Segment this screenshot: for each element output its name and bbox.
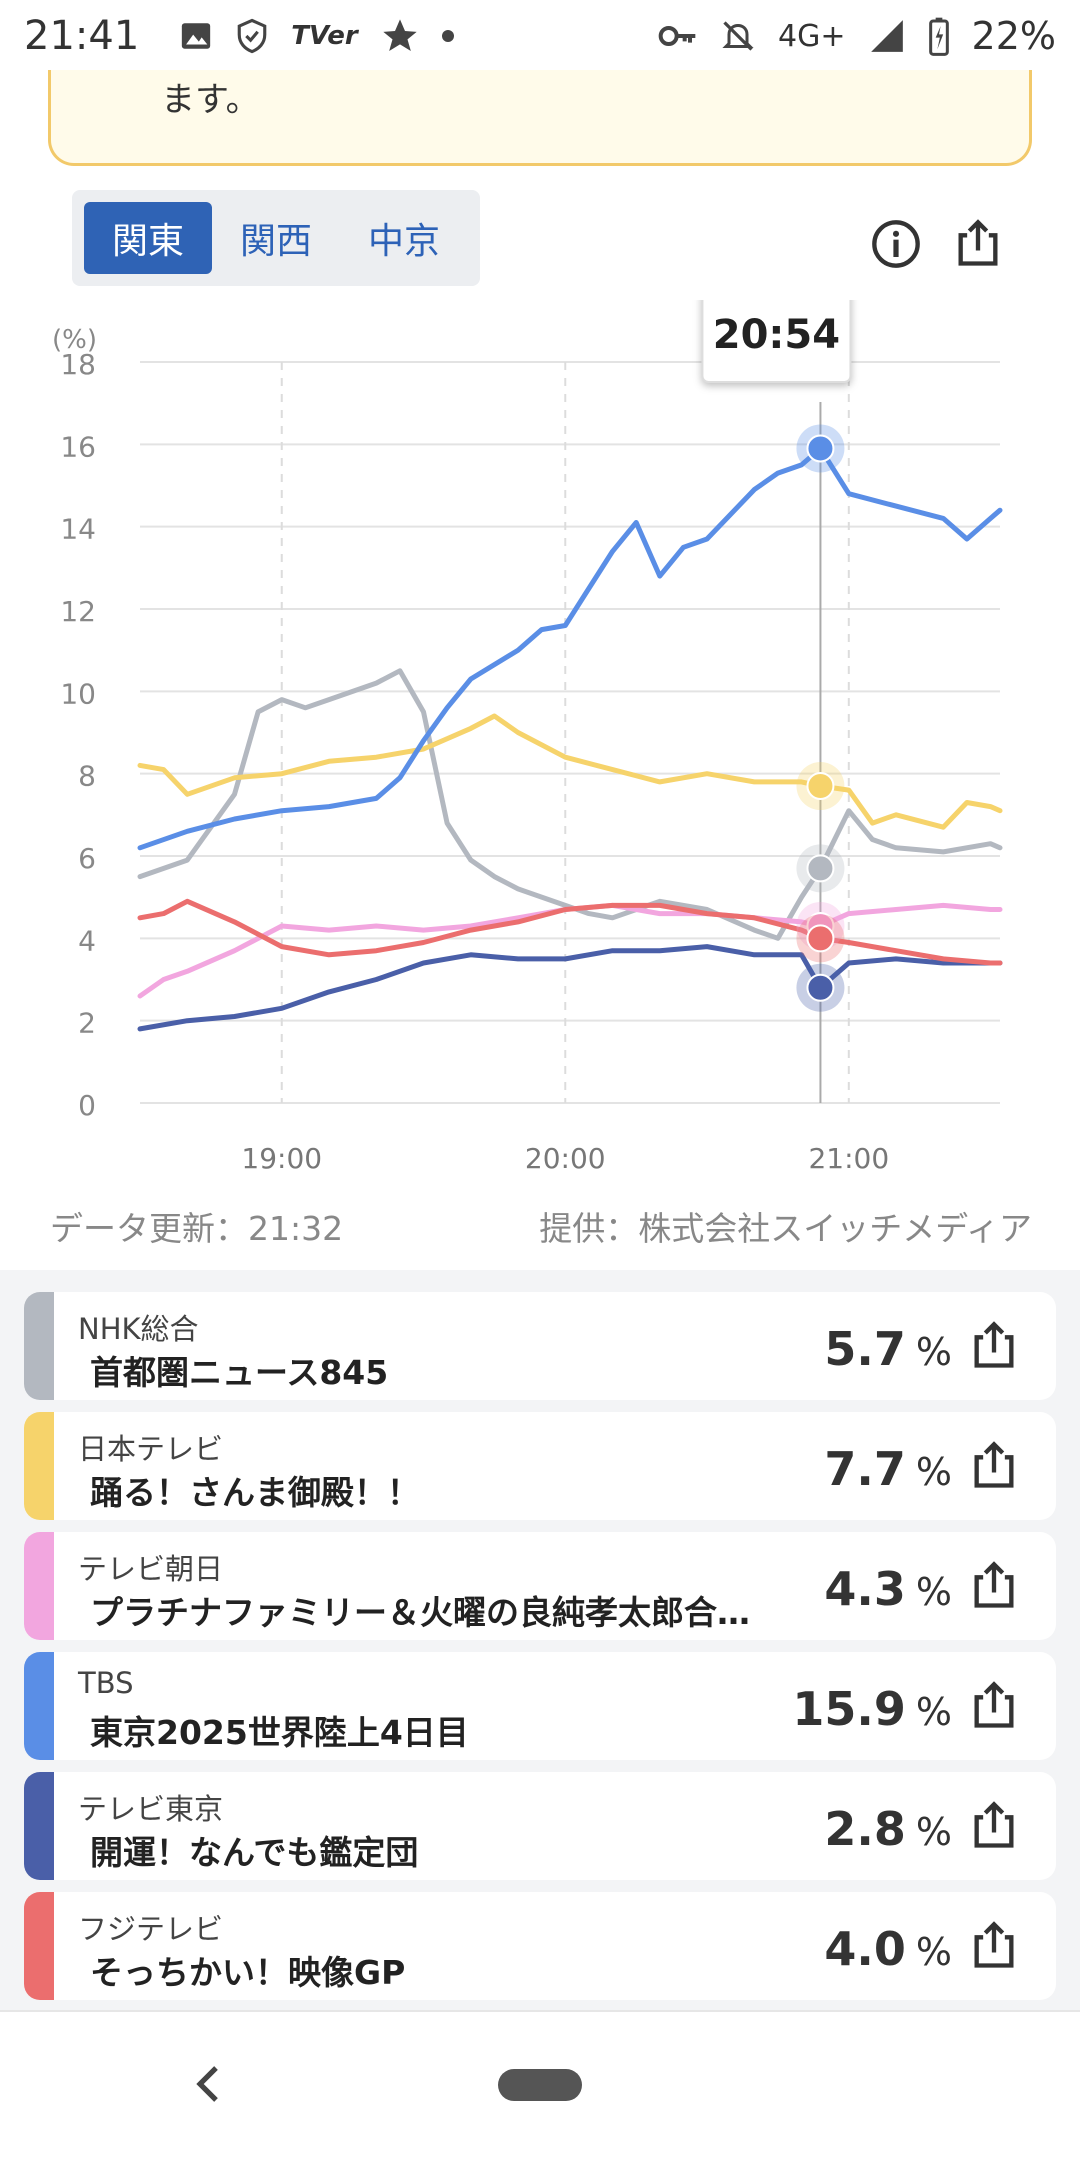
rating-value: 5.7% xyxy=(824,1322,952,1376)
y-tick-label: 2 xyxy=(78,1007,96,1040)
y-tick-label: 4 xyxy=(78,924,96,957)
home-pill-button[interactable] xyxy=(498,2069,582,2101)
system-nav-bar xyxy=(0,2010,1080,2160)
region-tab-bar: 関東 関西 中京 xyxy=(72,190,480,286)
tab-kansai[interactable]: 関西 xyxy=(239,221,312,262)
share-icon[interactable] xyxy=(968,1560,1020,1612)
back-icon[interactable] xyxy=(194,2062,222,2106)
rating-value: 4.0% xyxy=(824,1922,952,1976)
y-tick-label: 6 xyxy=(78,842,96,875)
program-title: そっちかい！映像GP xyxy=(90,1953,406,1992)
status-time: 21:41 xyxy=(24,13,140,59)
rating-value: 4.3% xyxy=(824,1562,952,1616)
hover-point-NHK総合 xyxy=(806,854,835,883)
program-card-tv-asahi[interactable]: テレビ朝日 プラチナファミリー＆火曜の良純孝太郎合… 4.3% xyxy=(24,1532,1056,1640)
color-stripe xyxy=(24,1412,54,1520)
color-stripe xyxy=(24,1292,54,1400)
series-line-日本テレビ xyxy=(137,713,1003,830)
tab-kanto[interactable]: 関東 xyxy=(84,202,212,274)
program-list: NHK総合 首都圏ニュース845 5.7% 日本テレビ 踊る！さんま御殿！！ 7… xyxy=(0,1270,1080,2010)
program-card-nhk[interactable]: NHK総合 首都圏ニュース845 5.7% xyxy=(24,1292,1056,1400)
program-title: 首都圏ニュース845 xyxy=(90,1353,389,1392)
share-icon[interactable] xyxy=(968,1680,1020,1732)
station-name: テレビ朝日 xyxy=(78,1552,224,1586)
program-title: プラチナファミリー＆火曜の良純孝太郎合… xyxy=(90,1593,750,1632)
notice-text: ます。 xyxy=(161,80,260,120)
bell-off-icon xyxy=(722,21,754,51)
share-icon[interactable] xyxy=(968,1800,1020,1852)
program-card-fuji-tv[interactable]: フジテレビ そっちかい！映像GP 4.0% xyxy=(24,1892,1056,2000)
share-icon[interactable] xyxy=(952,218,1004,270)
y-tick-label: 14 xyxy=(60,513,96,546)
program-card-ntv[interactable]: 日本テレビ 踊る！さんま御殿！！ 7.7% xyxy=(24,1412,1056,1520)
hover-point-TBS xyxy=(806,434,835,463)
x-tick-label: 19:00 xyxy=(241,1142,322,1175)
y-axis-unit-label: (%) xyxy=(52,325,97,355)
rating-value: 7.7% xyxy=(824,1442,952,1496)
share-icon[interactable] xyxy=(968,1320,1020,1372)
program-title: 踊る！さんま御殿！！ xyxy=(90,1473,420,1512)
key-icon xyxy=(658,26,696,46)
series-line-NHK総合 xyxy=(137,668,1003,941)
program-card-tbs[interactable]: TBS 東京2025世界陸上4日目 15.9% xyxy=(24,1652,1056,1760)
share-icon[interactable] xyxy=(968,1440,1020,1492)
signal-icon xyxy=(870,20,903,52)
notice-box: ます。 xyxy=(48,70,1032,166)
x-tick-label: 21:00 xyxy=(808,1142,889,1175)
station-name: 日本テレビ xyxy=(78,1432,224,1466)
ratings-line-chart[interactable]: 0 2 4 6 8 10 12 14 16 18(%) 19:00 20:00 21:00 20:54 xyxy=(0,300,1080,1190)
hover-point-日本テレビ xyxy=(806,772,835,801)
network-type-label: 4G+ xyxy=(778,18,846,54)
hover-tooltip-box xyxy=(701,300,852,383)
star-icon xyxy=(383,19,417,51)
battery-percent: 22% xyxy=(971,14,1056,58)
chart-actions xyxy=(870,218,1004,270)
station-name: フジテレビ xyxy=(78,1912,224,1946)
station-name: TBS xyxy=(78,1666,134,1700)
color-stripe xyxy=(24,1892,54,2000)
battery-charging-icon xyxy=(928,17,949,56)
station-name: テレビ東京 xyxy=(78,1792,224,1826)
program-card-tv-tokyo[interactable]: テレビ東京 開運！なんでも鑑定団 2.8% xyxy=(24,1772,1056,1880)
color-stripe xyxy=(24,1652,54,1760)
tab-chukyo[interactable]: 中京 xyxy=(367,221,440,262)
series-line-テレビ朝日 xyxy=(137,902,1003,999)
y-tick-label: 10 xyxy=(60,677,96,710)
status-bar: 21:41 TVer 4G+ 22% xyxy=(0,0,1080,72)
rating-value: 2.8% xyxy=(824,1802,952,1856)
program-title: 開運！なんでも鑑定団 xyxy=(90,1833,419,1872)
tver-icon: TVer xyxy=(291,21,358,51)
shield-icon xyxy=(237,18,267,54)
image-icon xyxy=(182,23,211,49)
hover-point-テレビ東京 xyxy=(806,973,835,1002)
color-stripe xyxy=(24,1532,54,1640)
y-tick-label: 0 xyxy=(78,1089,96,1122)
series-line-テレビ東京 xyxy=(137,944,1003,1032)
color-stripe xyxy=(24,1772,54,1880)
data-provider-text: 提供：株式会社スイッチメディア xyxy=(539,1209,1032,1248)
rating-value: 15.9% xyxy=(792,1682,952,1736)
x-tick-label: 20:00 xyxy=(525,1142,606,1175)
y-tick-label: 16 xyxy=(60,430,96,463)
station-name: NHK総合 xyxy=(78,1312,199,1346)
data-updated-text: データ更新：21:32 xyxy=(50,1209,344,1248)
series-line-フジテレビ xyxy=(137,898,1003,966)
hover-point-フジテレビ xyxy=(806,924,835,953)
y-tick-label: 12 xyxy=(60,595,96,628)
info-icon[interactable] xyxy=(870,218,922,270)
notification-dot-icon xyxy=(441,30,454,42)
share-icon[interactable] xyxy=(968,1920,1020,1972)
y-tick-label: 18 xyxy=(60,348,96,381)
hover-tooltip-time: 20:54 xyxy=(713,312,840,358)
y-tick-label: 8 xyxy=(78,760,96,793)
program-title: 東京2025世界陸上4日目 xyxy=(90,1713,469,1752)
series-line-TBS xyxy=(137,446,1003,851)
